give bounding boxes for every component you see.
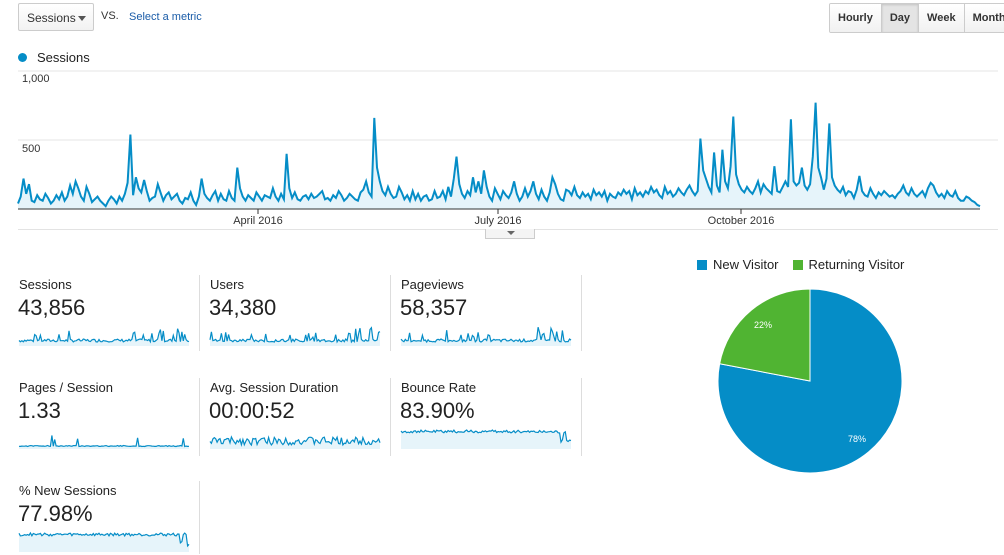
metric-label: Avg. Session Duration bbox=[210, 380, 339, 395]
granularity-toggle: Hourly Day Week Month bbox=[829, 3, 1004, 33]
pie-label-returning: 22% bbox=[754, 320, 772, 330]
primary-metric-label: Sessions bbox=[27, 11, 76, 25]
sparkline-line bbox=[400, 326, 572, 344]
metric-tile-avg-session-duration[interactable]: Avg. Session Duration 00:00:52 bbox=[209, 380, 389, 452]
metric-value: 1.33 bbox=[18, 398, 61, 423]
hourly-button[interactable]: Hourly bbox=[830, 4, 881, 32]
legend-returning-visitor[interactable]: Returning Visitor bbox=[792, 257, 905, 272]
pie-legend: New Visitor Returning Visitor bbox=[697, 257, 918, 272]
sparkline-area bbox=[401, 327, 571, 346]
sparkline-line bbox=[18, 435, 190, 448]
sparkline-line bbox=[400, 429, 572, 444]
x-tick-label: July 2016 bbox=[474, 215, 521, 227]
sparkline-area bbox=[19, 435, 189, 449]
metric-value: 77.98% bbox=[18, 501, 93, 526]
users-sparkline bbox=[209, 326, 381, 346]
chart-legend: Sessions bbox=[18, 50, 90, 65]
x-tick-label: April 2016 bbox=[233, 215, 283, 227]
y-tick-label: 1,000 bbox=[22, 73, 50, 85]
metric-value: 83.90% bbox=[400, 398, 475, 423]
pie-slice-returning-visitor[interactable] bbox=[719, 288, 811, 382]
tile-separator bbox=[199, 481, 200, 554]
week-button[interactable]: Week bbox=[918, 4, 964, 32]
tile-separator bbox=[581, 378, 582, 456]
metric-label: Users bbox=[210, 277, 244, 292]
legend-label: New Visitor bbox=[713, 257, 779, 272]
legend-new-visitor[interactable]: New Visitor bbox=[697, 257, 779, 272]
primary-metric-dropdown[interactable]: Sessions bbox=[18, 3, 94, 31]
pages-per-session-sparkline bbox=[18, 435, 190, 449]
metric-label: Pageviews bbox=[401, 277, 464, 292]
avg-session-duration-sparkline bbox=[209, 435, 381, 449]
sparkline-line bbox=[209, 326, 381, 344]
metric-tile-new-sessions[interactable]: % New Sessions 77.98% bbox=[18, 483, 198, 555]
sessions-series-line bbox=[17, 102, 981, 208]
metric-value: 58,357 bbox=[400, 295, 468, 320]
new-sessions-sparkline bbox=[18, 531, 190, 552]
metric-tile-pages-per-session[interactable]: Pages / Session 1.33 bbox=[18, 380, 198, 452]
legend-swatch bbox=[792, 259, 803, 270]
select-metric-link[interactable]: Select a metric bbox=[129, 11, 202, 23]
x-tick-label: October 2016 bbox=[708, 215, 775, 227]
sparkline-line bbox=[18, 531, 190, 548]
chevron-down-icon bbox=[507, 231, 515, 235]
metric-label: Sessions bbox=[19, 277, 72, 292]
tile-separator bbox=[390, 275, 391, 351]
sparkline-area bbox=[401, 430, 571, 449]
day-button[interactable]: Day bbox=[880, 4, 919, 32]
metric-tile-pageviews[interactable]: Pageviews 58,357 bbox=[400, 277, 580, 349]
sparkline-line bbox=[209, 435, 381, 447]
pageviews-sparkline bbox=[400, 326, 572, 346]
legend-label: Returning Visitor bbox=[808, 257, 905, 272]
month-button[interactable]: Month bbox=[963, 4, 1004, 32]
bounce-rate-sparkline bbox=[400, 429, 572, 449]
y-tick-label: 500 bbox=[22, 143, 40, 155]
tile-separator bbox=[390, 378, 391, 456]
legend-sessions-label: Sessions bbox=[37, 50, 90, 65]
tile-separator bbox=[199, 275, 200, 351]
metric-label: Bounce Rate bbox=[401, 380, 477, 395]
legend-swatch bbox=[697, 259, 707, 270]
metric-value: 43,856 bbox=[18, 295, 86, 320]
series-dot-icon bbox=[18, 53, 27, 62]
visitor-pie-chart[interactable]: 78% 22% bbox=[712, 282, 908, 478]
tile-separator bbox=[581, 275, 582, 351]
sparkline-area bbox=[19, 533, 189, 552]
sessions-sparkline bbox=[18, 328, 190, 346]
tile-separator bbox=[199, 378, 200, 456]
pie-slice-new-visitor[interactable] bbox=[717, 288, 903, 474]
sparkline-line bbox=[18, 328, 190, 344]
pie-label-new: 78% bbox=[848, 434, 866, 444]
sessions-line-chart[interactable]: 1,000 500 April 2016 July 2016 October 201… bbox=[0, 60, 1004, 230]
metric-tile-users[interactable]: Users 34,380 bbox=[209, 277, 389, 349]
chevron-down-icon bbox=[78, 16, 86, 21]
metric-value: 00:00:52 bbox=[209, 398, 295, 423]
metric-tile-sessions[interactable]: Sessions 43,856 bbox=[18, 277, 198, 349]
collapse-chart-handle[interactable] bbox=[485, 229, 535, 239]
vs-label: VS. bbox=[101, 10, 119, 22]
metric-label: Pages / Session bbox=[19, 380, 113, 395]
sparkline-area bbox=[19, 328, 189, 346]
metric-tile-bounce-rate[interactable]: Bounce Rate 83.90% bbox=[400, 380, 580, 452]
metric-label: % New Sessions bbox=[19, 483, 117, 498]
metric-value: 34,380 bbox=[209, 295, 277, 320]
sessions-area-fill bbox=[18, 102, 980, 209]
